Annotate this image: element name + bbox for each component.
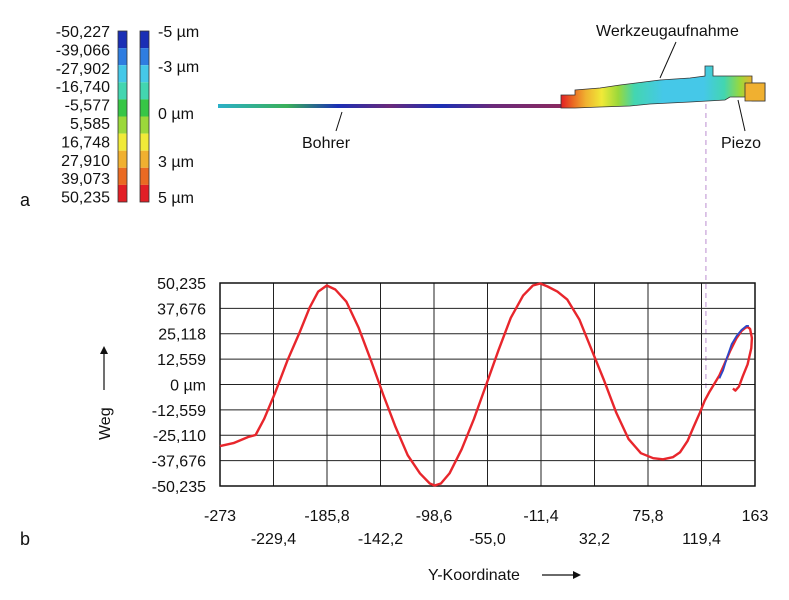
y-tick-label: 12,559: [157, 352, 206, 369]
annotation-bohrer: Bohrer: [302, 135, 351, 152]
legend-swatch-left: [118, 48, 127, 66]
legend-unit-label: 3 µm: [158, 154, 194, 171]
plot-frame: [219, 282, 756, 487]
annotation-piezo: Piezo: [721, 135, 761, 152]
legend-value-label: -39,066: [56, 42, 110, 59]
legend-swatch-right: [140, 99, 149, 117]
y-tick-label: -50,235: [152, 479, 206, 496]
legend-swatch-left: [118, 116, 127, 134]
y-tick-label: 25,118: [158, 327, 206, 344]
legend-swatch-left: [118, 65, 127, 83]
y-tick-label: 37,676: [157, 301, 206, 318]
legend-swatch-right: [140, 65, 149, 83]
legend-swatch-left: [118, 31, 127, 49]
legend-swatch-left: [118, 82, 127, 100]
legend-unit-label: -3 µm: [158, 59, 199, 76]
x-tick-label: -185,8: [304, 508, 349, 525]
legend-value-label: -50,227: [56, 24, 110, 41]
y-axis-label: Weg: [97, 407, 114, 440]
legend-value-label: -27,902: [56, 61, 110, 78]
legend-swatch-left: [118, 150, 127, 168]
x-tick-labels: -273 -229,4 -185,8 -142,2 -98,6 -55,0 -11,4 32,…: [204, 508, 768, 548]
legend-value-label: 50,235: [61, 190, 110, 207]
drill-shaft: [218, 104, 561, 108]
panel-b-label: b: [20, 529, 30, 549]
legend-swatch-right: [140, 184, 149, 202]
x-tick-label: -229,4: [251, 531, 296, 548]
x-tick-label: -11,4: [523, 508, 558, 525]
legend-value-label: -16,740: [56, 79, 110, 96]
legend-bar-frame-left: [117, 30, 128, 203]
legend-swatch-right: [140, 48, 149, 66]
legend-unit-label: 5 µm: [158, 190, 194, 207]
legend-swatch-right: [140, 133, 149, 151]
x-tick-label: -142,2: [358, 531, 403, 548]
x-tick-label: 119,4: [682, 531, 721, 548]
legend-unit-label: -5 µm: [158, 24, 199, 41]
tool-model: [218, 65, 766, 109]
y-tick-label: 50,235: [157, 276, 206, 293]
legend-value-label: 5,585: [70, 116, 110, 133]
legend-swatch-right: [140, 150, 149, 168]
piezo-element: [744, 82, 766, 102]
legend-swatch-left: [118, 167, 127, 185]
y-tick-label: 0 µm: [170, 378, 206, 395]
legend-scale-right: [139, 30, 150, 203]
series-line-1: [219, 282, 754, 487]
series-group: [219, 282, 754, 487]
legend-unit-label: 0 µm: [158, 106, 194, 123]
y-tick-label: -37,676: [152, 454, 206, 471]
panel-a-label: a: [20, 190, 31, 210]
legend-value-label: 27,910: [61, 153, 110, 170]
leader-bohrer: [335, 111, 343, 132]
annotation-werkzeugaufnahme: Werkzeugaufnahme: [596, 23, 739, 40]
legend-labels-left: -50,227-39,066 -27,902-16,740 -5,5775,5851…: [56, 24, 110, 207]
legend-scale-left: [117, 30, 128, 203]
y-tick-label: -12,559: [152, 403, 206, 420]
x-axis-arrowhead: [573, 571, 581, 579]
legend-swatch-right: [140, 116, 149, 134]
x-tick-label: -273: [204, 508, 236, 525]
y-tick-labels: 50,235 37,676 25,118 12,559 0 µm -12,559 -25,1…: [152, 276, 206, 496]
legend-swatch-right: [140, 167, 149, 185]
legend-swatch-left: [118, 133, 127, 151]
x-tick-label: 75,8: [632, 508, 663, 525]
legend-value-label: -5,577: [65, 98, 110, 115]
legend-value-label: 16,748: [61, 134, 110, 151]
y-tick-label: -25,110: [153, 428, 206, 445]
legend-swatch-right: [140, 31, 149, 49]
x-tick-label: 32,2: [579, 531, 610, 548]
leader-werkzeugaufnahme: [659, 41, 677, 79]
leader-piezo: [737, 99, 746, 132]
legend-value-label: 39,073: [61, 171, 110, 188]
x-axis-label: Y-Koordinate: [428, 567, 520, 584]
legend-swatch-right: [140, 82, 149, 100]
legend-bar-frame-right: [139, 30, 150, 203]
legend-swatch-left: [118, 184, 127, 202]
x-tick-label: 163: [742, 508, 769, 525]
legend-swatch-left: [118, 99, 127, 117]
legend-labels-right: -5 µm -3 µm 0 µm 3 µm 5 µm: [158, 24, 199, 207]
x-tick-label: -55,0: [469, 531, 506, 548]
series-line-2: [718, 324, 749, 379]
y-axis-arrowhead: [100, 346, 108, 354]
x-tick-label: -98,6: [416, 508, 453, 525]
